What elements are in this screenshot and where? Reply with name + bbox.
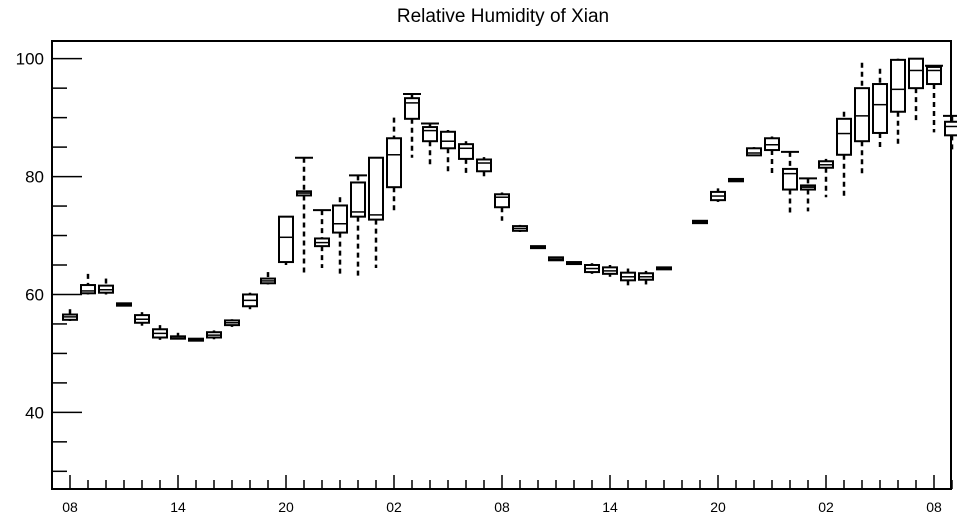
box-group	[710, 188, 726, 202]
box-group	[494, 192, 510, 221]
y-axis: 40 60 80 100	[16, 50, 82, 473]
box-iqr	[926, 65, 942, 86]
box-group	[584, 263, 600, 274]
box-group	[836, 111, 852, 198]
box-group	[80, 273, 96, 295]
box-iqr	[782, 167, 798, 191]
box-iqr	[422, 126, 438, 143]
box-group	[313, 209, 331, 268]
box-group	[368, 156, 384, 268]
box-group	[188, 337, 204, 342]
x-tick-label: 02	[386, 499, 402, 515]
box-iqr	[440, 130, 456, 150]
box-group	[872, 68, 888, 151]
box-group	[512, 224, 528, 232]
x-tick-label: 08	[494, 499, 510, 515]
box-group	[421, 122, 439, 167]
box-group	[152, 325, 168, 340]
box-group	[818, 158, 834, 198]
box-group	[548, 256, 564, 262]
x-tick-label: 14	[170, 499, 186, 515]
y-tick-label: 100	[16, 50, 44, 69]
box-iqr	[872, 83, 888, 134]
x-tick-label: 20	[278, 499, 294, 515]
box-group	[530, 245, 546, 250]
x-tick-label: 08	[926, 499, 942, 515]
x-tick-label: 20	[710, 499, 726, 515]
box-group	[656, 266, 672, 271]
box-group	[692, 219, 708, 225]
box-iqr	[890, 58, 906, 113]
box-iqr	[404, 97, 420, 120]
box-group	[62, 309, 78, 321]
box-group	[224, 319, 240, 327]
box-group	[458, 141, 474, 174]
box-group	[620, 268, 636, 286]
box-group	[746, 147, 762, 157]
box-group	[242, 292, 258, 310]
box-iqr	[944, 120, 957, 137]
x-tick-label: 02	[818, 499, 834, 515]
box-group	[260, 272, 276, 285]
box-group	[278, 215, 294, 265]
box-group	[943, 114, 957, 153]
box-group	[566, 261, 582, 266]
box-group	[206, 330, 222, 340]
box-group	[98, 278, 114, 295]
box-group	[781, 150, 799, 214]
box-group	[764, 136, 780, 177]
y-tick-label: 80	[25, 168, 44, 187]
box-group	[295, 156, 313, 274]
box-group	[476, 157, 492, 178]
box-iqr	[836, 117, 852, 156]
box-iqr	[476, 158, 492, 173]
box-iqr	[350, 181, 366, 218]
y-tick-label: 60	[25, 285, 44, 304]
box-iqr	[854, 87, 870, 143]
box-group	[332, 197, 348, 277]
x-tick-label: 14	[602, 499, 618, 515]
chart-title: Relative Humidity of Xian	[397, 6, 609, 27]
box-group	[116, 302, 132, 307]
box-series	[62, 57, 957, 342]
box-group	[403, 93, 421, 158]
box-group	[386, 117, 402, 212]
box-group	[890, 58, 906, 145]
box-iqr	[368, 156, 384, 221]
box-group	[854, 62, 870, 174]
box-iqr	[332, 204, 348, 234]
box-iqr	[908, 57, 924, 90]
box-group	[925, 64, 943, 133]
box-iqr	[278, 215, 294, 264]
box-group	[440, 130, 456, 174]
box-iqr	[746, 147, 762, 157]
box-group	[170, 332, 186, 340]
y-tick-label: 40	[25, 403, 44, 422]
box-iqr	[80, 284, 96, 295]
box-group	[638, 270, 654, 285]
box-group	[134, 312, 150, 326]
plot-frame	[51, 40, 952, 490]
box-group	[602, 265, 618, 277]
box-iqr	[458, 143, 474, 160]
box-iqr	[386, 137, 402, 189]
x-tick-label: 08	[62, 499, 78, 515]
box-group	[728, 177, 744, 183]
x-axis: 08 14 20 02 08 14 20 02 08	[62, 475, 953, 515]
box-group	[349, 174, 367, 277]
box-group	[799, 177, 817, 212]
box-group	[908, 57, 924, 124]
box-iqr	[494, 193, 510, 209]
